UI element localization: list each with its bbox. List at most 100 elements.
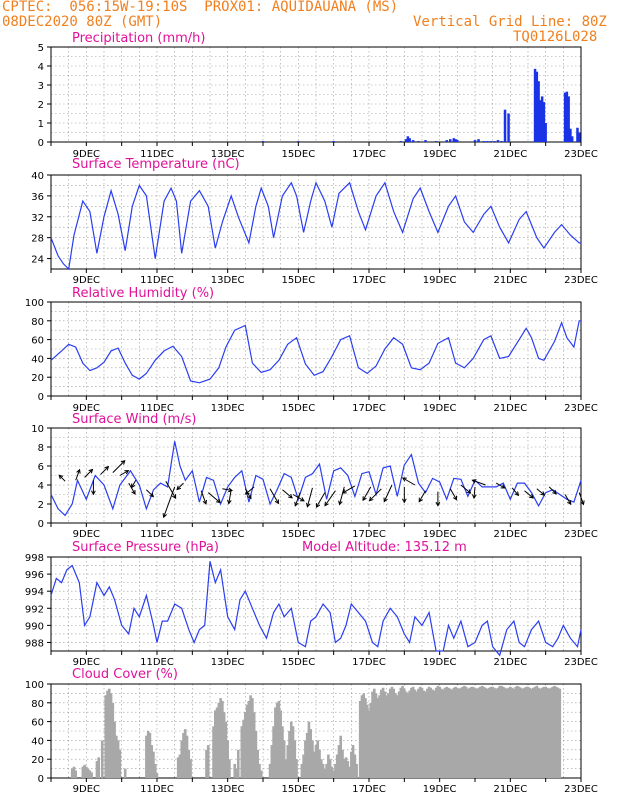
bar (523, 687, 526, 778)
bar (387, 693, 390, 778)
bar (369, 702, 373, 778)
bar (378, 695, 381, 778)
wind-arrow-head (471, 494, 477, 500)
wind-arrow-head (91, 490, 96, 496)
bar (259, 770, 263, 778)
bar (281, 726, 284, 778)
bar (381, 687, 385, 778)
wind-arrow-head (120, 460, 126, 465)
bar (219, 698, 222, 778)
bar (406, 693, 410, 778)
bar (360, 695, 364, 778)
bar (95, 761, 99, 778)
x-tick-label: 23DEC (564, 784, 598, 795)
header-model-id: TQ0126L028 (513, 29, 598, 45)
bar (321, 763, 325, 778)
wind-arrow (460, 484, 471, 494)
bar (335, 754, 339, 778)
header-gridline: Vertical Grid Line: 80Z (413, 14, 607, 30)
y-tick-label: 20 (31, 373, 44, 384)
y-tick-label: 0 (38, 392, 44, 403)
wind-arrow-head (171, 494, 177, 500)
bar (148, 732, 152, 778)
wind-arrow (339, 486, 345, 505)
bar (316, 740, 320, 778)
bar (496, 687, 500, 778)
bar (429, 687, 433, 778)
bar (351, 745, 355, 778)
x-tick-label: 21DEC (493, 403, 527, 414)
wind-arrow (84, 469, 93, 478)
bar (100, 740, 104, 778)
y-tick-label: 40 (31, 354, 44, 365)
bar (176, 757, 180, 778)
bar (270, 745, 274, 778)
bar (240, 726, 244, 778)
bar (569, 128, 572, 142)
bar (507, 687, 510, 778)
bar (145, 735, 148, 778)
bar (440, 688, 443, 778)
x-tick-label: 9DEC (73, 529, 100, 540)
wind-arrow (119, 470, 129, 476)
bar (509, 686, 512, 778)
y-tick-label: 988 (25, 638, 44, 649)
bar (373, 688, 376, 778)
y-tick-label: 8 (38, 443, 44, 454)
series-line (50, 441, 582, 517)
bar (106, 690, 109, 778)
bar (224, 721, 228, 778)
bar (487, 687, 491, 778)
bar (254, 731, 258, 778)
bar (212, 726, 215, 778)
bar (344, 757, 348, 778)
bar (473, 687, 477, 778)
bar (486, 688, 489, 778)
bar (491, 686, 494, 778)
bar (247, 700, 251, 778)
wind-arrow-head (368, 496, 374, 502)
y-tick-label: 3 (38, 81, 44, 92)
y-tick-label: 990 (25, 621, 44, 632)
x-tick-label: 17DEC (352, 784, 386, 795)
bar (295, 759, 298, 778)
wind-arrow-head (88, 468, 94, 474)
bar (251, 698, 254, 778)
wind-arrow-head (435, 501, 441, 507)
bar (116, 740, 120, 778)
bar (514, 686, 517, 778)
bar (362, 693, 365, 778)
y-tick-label: 0 (38, 138, 44, 149)
bar (503, 109, 507, 142)
bar (452, 687, 456, 778)
x-tick-label: 11DEC (140, 149, 174, 160)
series-line (50, 320, 581, 384)
plot-frame (50, 301, 582, 397)
x-tick-label: 19DEC (423, 529, 457, 540)
bar (542, 686, 546, 778)
x-tick-label: 15DEC (281, 275, 315, 286)
bar (540, 687, 544, 778)
bar (554, 686, 558, 778)
bar (450, 689, 454, 778)
bar (549, 687, 553, 778)
x-tick-label: 19DEC (423, 403, 457, 414)
bar (461, 686, 464, 778)
x-tick-label: 11DEC (140, 403, 174, 414)
bar (282, 740, 286, 778)
x-tick-label: 21DEC (493, 149, 527, 160)
bar (249, 695, 252, 778)
x-tick-label: 13DEC (211, 403, 245, 414)
wind-arrow-head (244, 490, 250, 495)
x-tick-label: 11DEC (140, 784, 174, 795)
bar (547, 688, 551, 778)
wind-arrow-head (176, 485, 182, 491)
bar (475, 688, 479, 778)
bar (417, 141, 420, 142)
bar (221, 700, 224, 778)
bar (332, 770, 335, 778)
y-tick-label: 80 (31, 317, 44, 328)
bar (477, 139, 480, 142)
wind-arrow (316, 492, 326, 508)
